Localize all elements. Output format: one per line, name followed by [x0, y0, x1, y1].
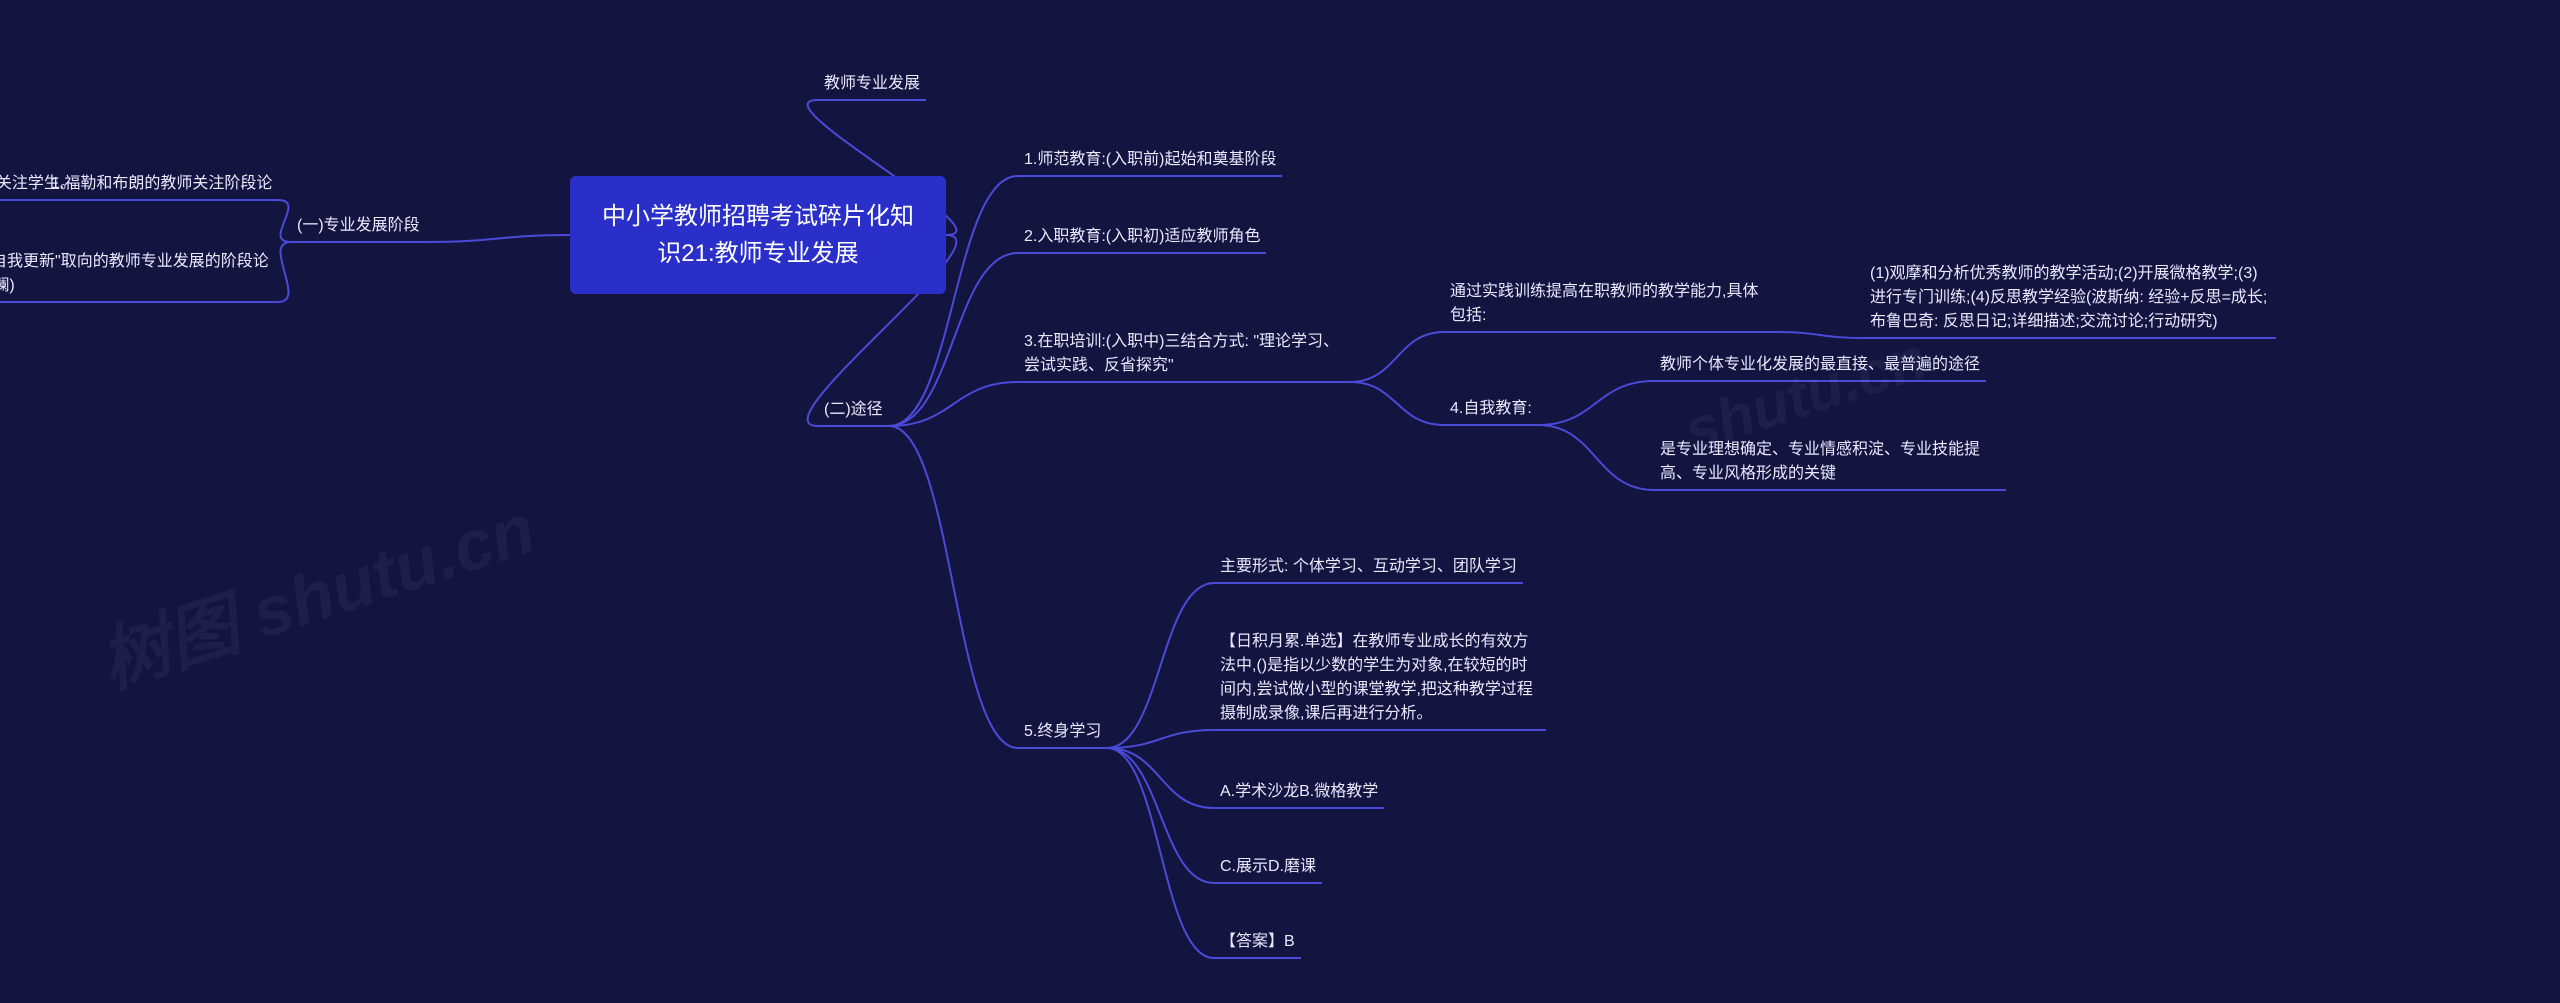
path-3: 3.在职培训:(入职中)三结合方式: "理论学习、尝试实践、反省探究" — [1024, 330, 1344, 378]
branch-left-label: (一)专业发展阶段 — [297, 214, 420, 238]
branch-right-1: (二)途径 — [824, 398, 883, 422]
path-4-detail-1: 教师个体专业化发展的最直接、最普遍的途径 — [1660, 353, 1980, 377]
path-5b: 【日积月累.单选】在教师专业成长的有效方法中,()是指以少数的学生为对象,在较短… — [1220, 630, 1540, 726]
left-child-2: 2."自我更新"取向的教师专业发展的阶段论(叶澜) — [0, 250, 272, 298]
path-5: 5.终身学习 — [1024, 720, 1101, 744]
left-child-1: 1.福勒和布朗的教师关注阶段论 — [51, 172, 272, 196]
left-child-1-detail: 关注生存;关注情境:关注学生。 — [0, 172, 76, 196]
path-3a: 通过实践训练提高在职教师的教学能力,具体包括: — [1450, 280, 1770, 328]
path-3a-detail: (1)观摩和分析优秀教师的教学活动;(2)开展微格教学;(3)进行专门训练;(4… — [1870, 262, 2270, 334]
path-4-detail-2: 是专业理想确定、专业情感积淀、专业技能提高、专业风格形成的关键 — [1660, 438, 2000, 486]
path-5d: C.展示D.磨课 — [1220, 855, 1316, 879]
path-5a: 主要形式: 个体学习、互动学习、团队学习 — [1220, 555, 1517, 579]
root-node: 中小学教师招聘考试碎片化知识21:教师专业发展 — [570, 176, 946, 294]
path-5e: 【答案】B — [1220, 930, 1295, 954]
path-4: 4.自我教育: — [1450, 397, 1532, 421]
path-2: 2.入职教育:(入职初)适应教师角色 — [1024, 225, 1260, 249]
path-5c: A.学术沙龙B.微格教学 — [1220, 780, 1378, 804]
branch-right-0: 教师专业发展 — [824, 72, 920, 96]
path-1: 1.师范教育:(入职前)起始和奠基阶段 — [1024, 148, 1276, 172]
